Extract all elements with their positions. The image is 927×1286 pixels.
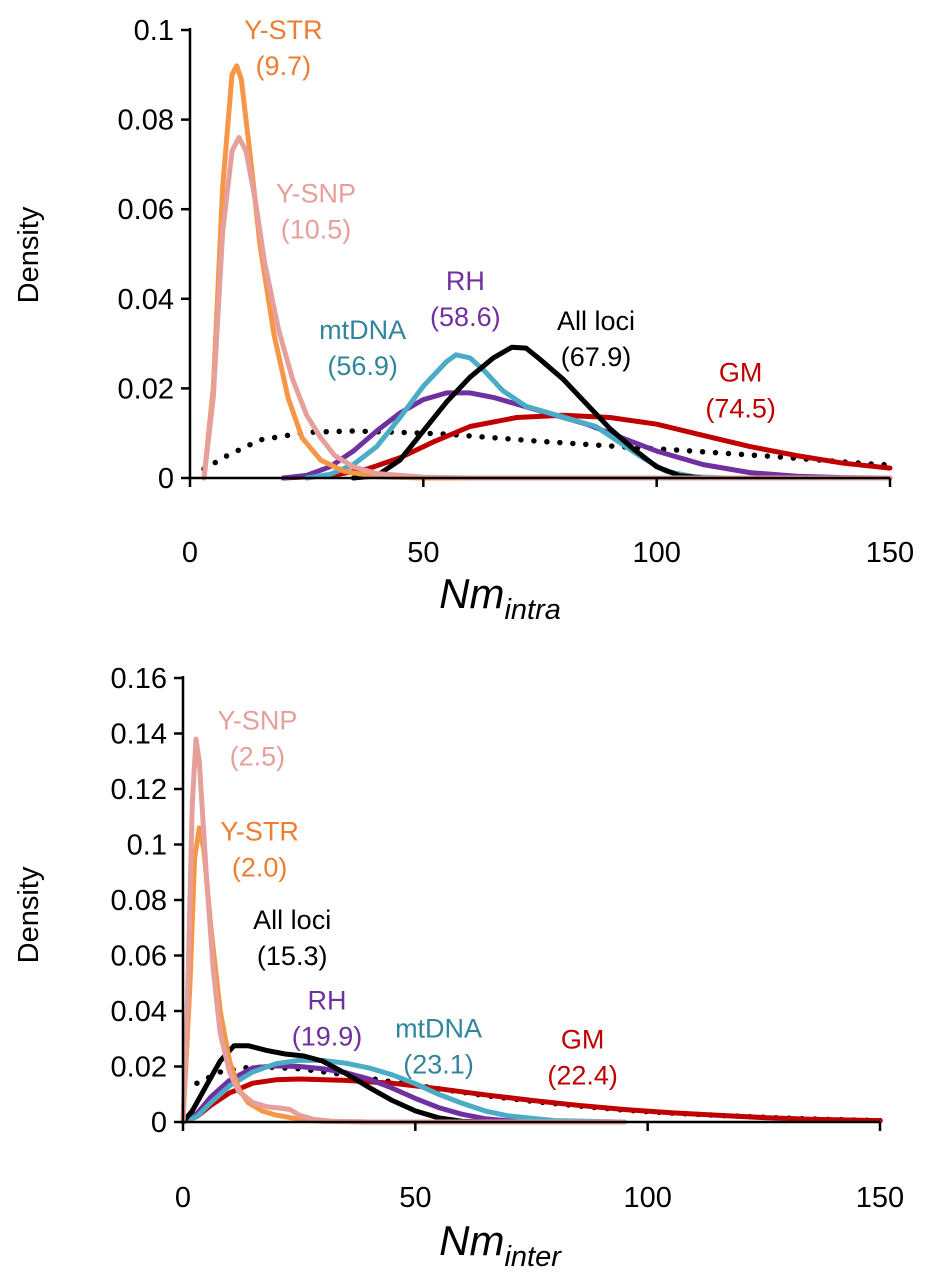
y-tick-label: 0 <box>158 463 174 495</box>
x-tick-label: 100 <box>623 1182 671 1214</box>
annotation-ysnp-value: (10.5) <box>281 214 352 244</box>
x-axis-label-main: Nm <box>439 1217 504 1264</box>
y-tick-label: 0.08 <box>111 885 167 917</box>
annotation-gm-name: GM <box>561 1024 605 1054</box>
panel-top: 0 0.02 0.04 0.06 0.08 0.1 0 50 100 150 Density Nmin… <box>13 15 914 626</box>
x-axis-label-main: Nm <box>439 570 504 617</box>
annotation-ystr-name: Y-STR <box>244 15 323 45</box>
series-line-mtdna <box>180 1057 627 1125</box>
annotation-mtdna-name: mtDNA <box>395 1013 482 1043</box>
y-tick-label: 0.06 <box>118 194 174 226</box>
y-axis-label: Density <box>13 866 45 963</box>
x-axis-label: Nminter <box>439 1217 562 1273</box>
y-tick-label: 0.16 <box>111 663 167 695</box>
x-tick-label: 150 <box>856 1182 904 1214</box>
annotation-gm-value: (22.4) <box>547 1060 618 1090</box>
annotation-mtdna-value: (23.1) <box>403 1049 474 1079</box>
annotation-ysnp-name: Y-SNP <box>276 178 356 208</box>
annotation-ystr-name: Y-STR <box>220 816 299 846</box>
annotation-mtdna-name: mtDNA <box>319 315 406 345</box>
y-tick-label: 0.1 <box>134 15 174 47</box>
x-axis-label-subscript: inter <box>504 1241 562 1273</box>
annotation-gm-name: GM <box>719 358 763 388</box>
x-axis-label: Nmintra <box>439 570 561 626</box>
series-line-gm <box>180 1076 883 1125</box>
annotation-rh-value: (19.9) <box>292 1022 363 1052</box>
annotation-rh-name: RH <box>308 986 347 1016</box>
y-tick-label: 0.14 <box>111 719 167 751</box>
series-line-dotted <box>201 428 893 472</box>
y-axis-label: Density <box>13 206 45 303</box>
annotation-ystr-value: (9.7) <box>256 51 312 81</box>
annotation-all-value: (67.9) <box>561 342 632 372</box>
x-tick-label: 150 <box>866 537 914 569</box>
series-line-ysnp <box>201 135 893 481</box>
annotation-rh-name: RH <box>446 266 485 296</box>
x-axis-label-subscript: intra <box>504 594 560 626</box>
annotation-all-name: All loci <box>253 905 331 935</box>
y-tick-label: 0.02 <box>118 373 174 405</box>
x-tick-label: 0 <box>182 537 198 569</box>
annotation-all-value: (15.3) <box>257 941 328 971</box>
annotation-ysnp-name: Y-SNP <box>217 705 297 735</box>
annotation-mtdna-value: (56.9) <box>327 351 398 381</box>
series-line-all <box>350 344 706 481</box>
y-tick-label: 0.12 <box>111 774 167 806</box>
annotation-all-name: All loci <box>557 306 635 336</box>
y-tick-label: 0.04 <box>118 284 174 316</box>
series-line-ysnp <box>180 736 627 1125</box>
x-tick-label: 50 <box>407 537 439 569</box>
annotation-rh-value: (58.6) <box>430 302 501 332</box>
annotation-ysnp-value: (2.5) <box>230 741 286 771</box>
series-line-ystr <box>201 63 893 481</box>
y-tick-label: 0.04 <box>111 996 167 1028</box>
y-tick-label: 0 <box>151 1107 167 1139</box>
y-tick-label: 0.06 <box>111 941 167 973</box>
annotation-gm-value: (74.5) <box>705 394 776 424</box>
y-tick-label: 0.02 <box>111 1052 167 1084</box>
x-tick-label: 50 <box>399 1182 431 1214</box>
y-tick-label: 0.1 <box>127 830 167 862</box>
x-tick-label: 0 <box>175 1182 191 1214</box>
series-line-all <box>180 1043 488 1125</box>
panel-bottom: 0 0.02 0.04 0.06 0.08 0.1 0.12 0.14 0.16 0 50 100 15… <box>13 663 904 1273</box>
y-tick-label: 0.08 <box>118 105 174 137</box>
annotation-ystr-value: (2.0) <box>232 852 288 882</box>
x-tick-label: 100 <box>632 537 680 569</box>
